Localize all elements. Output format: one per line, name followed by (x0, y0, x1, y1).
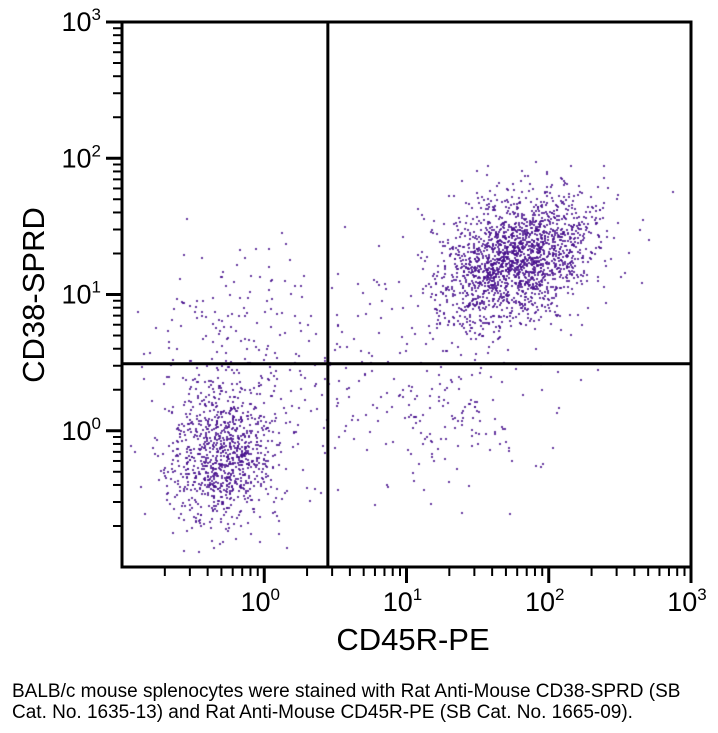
x-axis-ticks (163, 568, 693, 583)
y-tick-label: 103 (61, 5, 101, 37)
y-axis-tick-labels: 100 101 102 103 (61, 5, 101, 446)
y-tick-label: 101 (61, 278, 101, 310)
caption-line-1: BALB/c mouse splenocytes were stained wi… (12, 681, 681, 702)
figure-caption: BALB/c mouse splenocytes were stained wi… (12, 681, 712, 723)
x-tick-label: 101 (383, 585, 423, 617)
plot-border (120, 20, 693, 569)
x-tick-label: 100 (240, 585, 280, 617)
y-tick-label: 100 (61, 414, 101, 446)
plot-axes: 100 101 102 103 100 101 102 103 CD45R-PE CD38-… (16, 5, 707, 657)
x-tick-label: 103 (667, 585, 707, 617)
y-tick-label: 102 (61, 141, 101, 173)
scatter-dots-canvas (0, 0, 718, 660)
x-axis-title: CD45R-PE (336, 622, 489, 657)
x-axis-tick-labels: 100 101 102 103 (240, 585, 706, 617)
caption-line-2: Cat. No. 1635-13) and Rat Anti-Mouse CD4… (12, 702, 633, 723)
y-axis-title: CD38-SPRD (16, 207, 51, 383)
x-tick-label: 102 (525, 585, 565, 617)
y-axis-ticks (106, 20, 121, 527)
